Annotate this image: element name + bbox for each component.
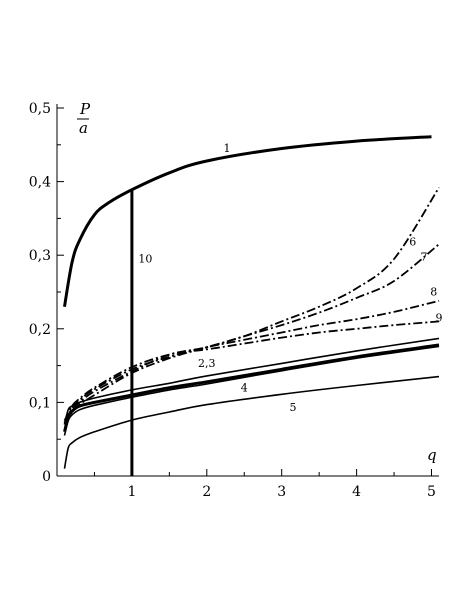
curves [63, 135, 440, 476]
y-tick-label: 0 [42, 469, 51, 485]
series-line-9 [63, 320, 440, 422]
series-label-10: 10 [138, 253, 152, 266]
series-label-5: 5 [289, 401, 296, 414]
series-label-9: 9 [436, 311, 443, 324]
y-tick-label: 0,5 [29, 101, 51, 117]
series-label-8: 8 [430, 286, 437, 299]
axes: 1 2 3 4 5 0 0,1 0,2 0,3 0,4 0,5 [29, 101, 439, 500]
y-axis-label-numerator: P [79, 100, 91, 118]
curve-labels: 1 2,3 4 5 67 8 9 10 [138, 142, 442, 414]
y-tick-label: 0,4 [29, 175, 51, 191]
series-label-7: 7 [421, 250, 428, 263]
x-tick-label: 3 [277, 484, 286, 500]
x-tick-label: 2 [202, 484, 211, 500]
y-tick-label: 0,2 [29, 322, 51, 338]
series-label-4: 4 [241, 381, 248, 394]
series-line-8 [63, 299, 440, 424]
y-tick-label: 0,3 [29, 248, 51, 264]
x-axis-label: q [427, 446, 437, 464]
x-tick-label: 4 [352, 484, 361, 500]
series-line-2-3 [63, 337, 440, 425]
series-line-4 [63, 345, 440, 436]
series-line-5 [63, 375, 440, 469]
series-line-1 [63, 135, 432, 307]
x-tick-label: 1 [127, 484, 136, 500]
series-label-1: 1 [224, 142, 231, 155]
y-tick-label: 0,1 [29, 395, 51, 411]
series-label-2-3: 2,3 [198, 357, 216, 370]
series-line-6 [63, 187, 440, 425]
y-axis-label-denominator: a [79, 119, 88, 137]
series-line-unlabeled-2 [63, 343, 440, 433]
series-label-6: 6 [409, 236, 416, 249]
x-tick-label: 5 [427, 484, 436, 500]
